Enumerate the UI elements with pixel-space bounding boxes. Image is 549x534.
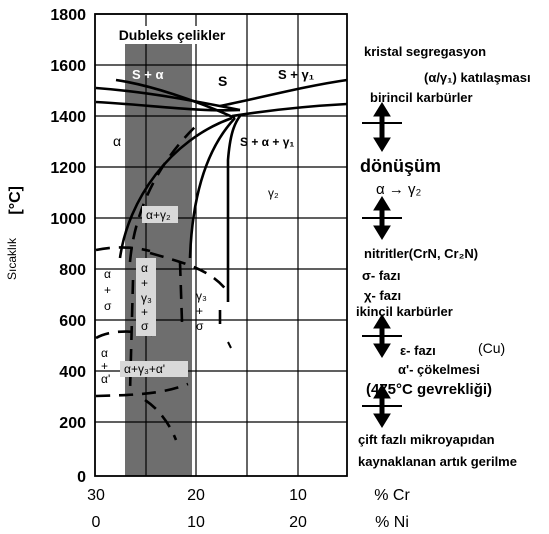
note-cift: çift fazlı mikroyapıdan (358, 432, 495, 447)
note-ikincil: ikincil karbürler (356, 304, 453, 319)
label-gamma3-sigma: γ₃ (196, 289, 207, 303)
label-agsigma: + (141, 305, 148, 319)
label-agsigma: + (141, 276, 148, 290)
label-s-gamma1: S + γ₁ (278, 67, 314, 82)
label-gamma3-sigma: σ (196, 319, 204, 333)
process-notes: kristal segregasyon (α/γ₁) katılaşması b… (356, 44, 531, 469)
arrows (362, 102, 402, 428)
y-tick: 800 (59, 262, 86, 279)
label-s-alpha-gamma1: S + α + γ₁ (240, 135, 294, 149)
label-agsigma: γ₃ (141, 291, 152, 305)
y-tick: 1000 (50, 211, 86, 228)
x-tick-ni: 0 (92, 514, 101, 531)
note-alphaprime: α'- çökelmesi (398, 362, 480, 377)
x-tick-cr: 30 (87, 487, 105, 504)
note-chi: χ- fazı (364, 288, 401, 303)
y-tick: 400 (59, 364, 86, 381)
band-title-bg (112, 26, 232, 44)
note-donusum: dönüşüm (360, 156, 441, 176)
x-tick-labels: 30 20 10 0 10 20 % Cr % Ni (87, 487, 410, 531)
y-axis-label: Sıcaklık (5, 237, 19, 280)
label-alpha-alphaprime: α (101, 346, 108, 360)
label-alpha-gamma3-alphaprime: α+γ₃+α' (124, 362, 165, 376)
tick-mark (227, 341, 232, 349)
label-alpha-alphaprime: + (101, 359, 108, 373)
note-katilasma: (α/γ₁) katılaşması (424, 70, 531, 85)
label-boxes (120, 206, 188, 377)
label-alpha-sigma: σ (104, 299, 112, 313)
label-alpha-sigma: + (104, 283, 111, 297)
y-tick: 0 (77, 469, 86, 486)
note-gevreklik: (475°C gevrekliği) (366, 381, 492, 398)
x-tick-cr: 10 (289, 487, 307, 504)
label-alpha-sigma: α (104, 267, 111, 281)
note-sigma: σ- fazı (362, 268, 401, 283)
y-tick: 1600 (50, 58, 86, 75)
y-tick: 600 (59, 313, 86, 330)
note-alpha-gamma2: α → γ₂ (376, 181, 422, 198)
y-axis-unit: [°C] (7, 186, 24, 215)
label-gamma2: γ₂ (268, 186, 279, 200)
phase-boundaries (95, 78, 348, 302)
note-epsilon: ε- fazı (400, 343, 436, 358)
note-cu: (Cu) (478, 340, 505, 356)
label-gamma3-sigma: + (196, 304, 203, 318)
region-labels: Dubleks çelikler S + α S S + γ₁ α S + α … (101, 26, 314, 386)
note-birincil: birincil karbürler (370, 90, 473, 105)
label-s-alpha: S + α (132, 67, 163, 82)
note-nitritler: nitritler(CrN, Cr₂N) (364, 246, 478, 261)
label-s: S (218, 73, 227, 89)
y-axis-title: Sıcaklık [°C] (5, 186, 24, 280)
plot-frame (94, 13, 348, 477)
x-tick-cr: 20 (187, 487, 205, 504)
y-tick: 200 (59, 415, 86, 432)
x-axis-label-ni: % Ni (375, 514, 409, 531)
note-kristal: kristal segregasyon (364, 44, 486, 59)
x-tick-ni: 10 (187, 514, 205, 531)
band-title: Dubleks çelikler (119, 27, 226, 43)
y-tick: 1800 (50, 7, 86, 24)
label-agsigma: σ (141, 319, 149, 333)
label-alpha: α (113, 133, 121, 149)
note-kaynaklanan: kaynaklanan artık gerilme (358, 454, 517, 469)
label-agsigma: α (141, 261, 148, 275)
x-tick-ni: 20 (289, 514, 307, 531)
label-alpha-alphaprime: α' (101, 372, 110, 386)
y-tick-labels: 1800 1600 1400 1200 1000 800 600 400 200… (50, 7, 86, 486)
x-axis-label-cr: % Cr (374, 487, 410, 504)
y-tick: 1400 (50, 109, 86, 126)
label-alpha-gamma2: α+γ₂ (146, 208, 171, 222)
y-tick: 1200 (50, 160, 86, 177)
